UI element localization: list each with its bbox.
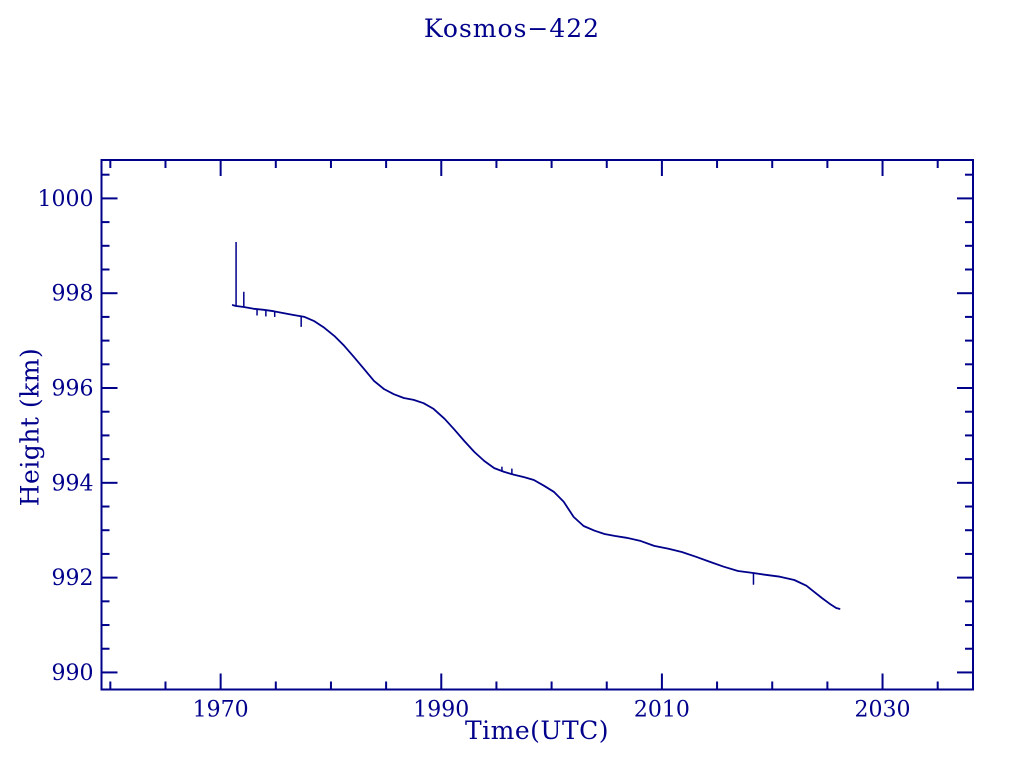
x-tick-label: 1990 (413, 698, 469, 723)
y-tick-label: 992 (52, 566, 94, 591)
y-tick-label: 1000 (38, 187, 94, 212)
y-tick-label: 990 (52, 661, 94, 686)
x-tick-label: 1970 (193, 698, 249, 723)
x-axis-label: Time(UTC) (464, 716, 610, 745)
plot-frame (100, 159, 974, 691)
chart-title: Kosmos−422 (423, 14, 601, 43)
x-tick-label: 2010 (634, 698, 690, 723)
height-curve (231, 304, 841, 610)
x-tick-label: 2030 (855, 698, 911, 723)
y-tick-label: 996 (52, 377, 94, 402)
y-tick-label: 994 (52, 471, 94, 496)
y-tick-label: 998 (52, 282, 94, 307)
